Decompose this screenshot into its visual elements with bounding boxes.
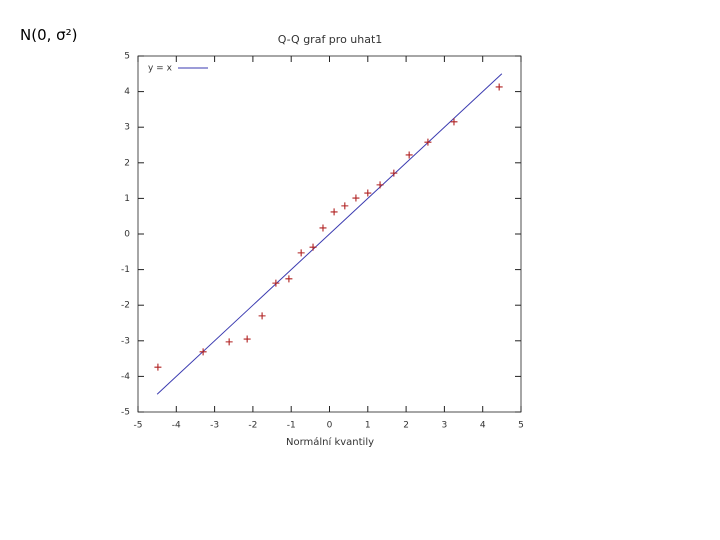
point-marker bbox=[424, 138, 432, 146]
x-tick-label: 5 bbox=[518, 421, 524, 431]
x-tick-label: -3 bbox=[210, 421, 219, 431]
legend-label: y = x bbox=[148, 64, 173, 74]
point-marker bbox=[341, 202, 349, 210]
x-tick-label: 4 bbox=[480, 421, 486, 431]
y-tick-label: 0 bbox=[124, 230, 130, 240]
y-tick-label: 3 bbox=[124, 123, 130, 133]
point-marker bbox=[330, 208, 338, 216]
y-tick-label: -2 bbox=[121, 301, 130, 311]
x-tick-label: -4 bbox=[172, 421, 181, 431]
x-tick-label: 0 bbox=[327, 421, 333, 431]
point-marker bbox=[309, 243, 317, 251]
point-marker bbox=[390, 169, 398, 177]
point-marker bbox=[154, 363, 162, 371]
point-marker bbox=[272, 279, 280, 287]
point-marker bbox=[450, 118, 458, 126]
chart-title: Q-Q graf pro uhat1 bbox=[278, 33, 383, 46]
point-marker bbox=[352, 194, 360, 202]
x-tick-label: -2 bbox=[248, 421, 257, 431]
y-tick-label: 4 bbox=[124, 87, 130, 97]
reference-line bbox=[156, 73, 503, 395]
y-tick-label: -1 bbox=[121, 265, 130, 275]
y-tick-label: -3 bbox=[121, 336, 130, 346]
y-tick-label: -5 bbox=[121, 408, 130, 418]
point-marker bbox=[376, 181, 384, 189]
x-tick-label: 1 bbox=[365, 421, 371, 431]
x-tick-label: 2 bbox=[403, 421, 409, 431]
point-marker bbox=[319, 224, 327, 232]
point-marker bbox=[225, 338, 233, 346]
point-marker bbox=[199, 348, 207, 356]
point-marker bbox=[258, 312, 266, 320]
y-tick-label: -4 bbox=[121, 372, 130, 382]
y-tick-label: 1 bbox=[124, 194, 130, 204]
point-marker bbox=[495, 83, 503, 91]
point-marker bbox=[297, 249, 305, 257]
x-tick-label: -5 bbox=[134, 421, 143, 431]
point-marker bbox=[243, 335, 251, 343]
point-marker bbox=[364, 189, 372, 197]
point-marker bbox=[285, 275, 293, 283]
y-tick-label: 5 bbox=[124, 52, 130, 62]
x-axis-label: Normální kvantily bbox=[286, 436, 374, 448]
x-tick-label: 3 bbox=[442, 421, 448, 431]
slide-heading: N(0, σ²) bbox=[20, 26, 78, 44]
point-marker bbox=[405, 151, 413, 159]
x-tick-label: -1 bbox=[287, 421, 296, 431]
y-tick-label: 2 bbox=[124, 158, 130, 168]
